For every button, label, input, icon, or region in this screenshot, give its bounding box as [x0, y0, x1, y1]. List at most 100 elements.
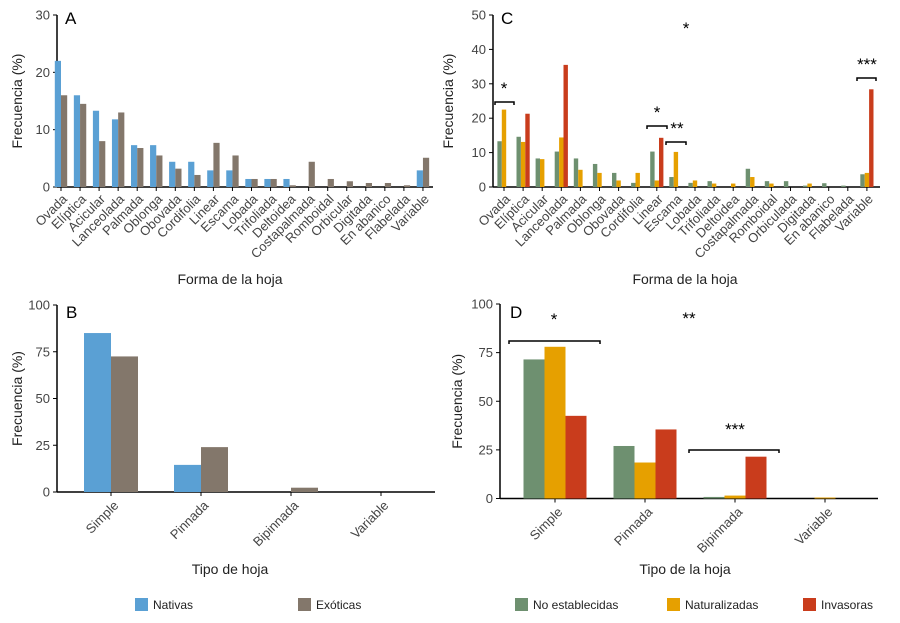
x-tick-label: Bipinnada [694, 504, 746, 556]
bar-naturalizadas [559, 137, 564, 187]
y-tick-label: 10 [472, 145, 486, 160]
bar-exoticas [365, 182, 372, 187]
bar-nativas [226, 170, 233, 187]
bar-naturalizadas [654, 180, 659, 187]
bar-no_establecidas [554, 151, 560, 187]
bar-invasoras [659, 137, 664, 187]
significance-bracket [508, 340, 601, 344]
bar-nativas [84, 333, 111, 492]
x-axis-title: Forma de la hoja [632, 271, 737, 287]
y-tick-label: 20 [472, 111, 486, 126]
legend-swatch-no_establecidas [515, 598, 528, 611]
bar-no_establecidas [860, 174, 865, 187]
legend-swatch-exoticas [298, 598, 311, 611]
y-tick-label: 40 [472, 42, 486, 57]
bar-exoticas [61, 95, 68, 187]
bar-no_establecidas [669, 177, 674, 187]
y-tick-label: 0 [43, 485, 50, 500]
bar-no_establecidas [592, 163, 598, 187]
y-tick-label: 30 [472, 76, 486, 91]
bar-naturalizadas [692, 180, 698, 187]
bar-exoticas [111, 356, 138, 492]
bar-exoticas [384, 182, 392, 187]
significance-marker: * [501, 79, 508, 98]
bar-naturalizadas [501, 109, 507, 187]
significance-bracket [665, 141, 687, 145]
bar-naturalizadas [520, 141, 526, 187]
x-tick-label: Simple [527, 504, 566, 543]
legend-swatch-nativas [135, 598, 148, 611]
y-tick-label: 20 [36, 65, 50, 80]
bar-no_establecidas [612, 172, 617, 187]
significance-marker: ** [670, 119, 684, 138]
bar-no_establecidas [783, 181, 789, 187]
y-tick-label: 75 [479, 345, 493, 360]
legend-label: Invasoras [821, 598, 873, 612]
panel-letter: A [65, 9, 77, 28]
bar-invasoras [563, 64, 568, 187]
y-tick-label: 100 [471, 297, 493, 312]
y-tick-label: 75 [36, 344, 50, 359]
x-axis-title: Tipo de la hoja [639, 561, 731, 577]
bar-exoticas [80, 103, 87, 187]
bar-invasoras [869, 89, 874, 187]
bar-no_establecidas [516, 136, 521, 187]
bar-nativas [92, 110, 100, 187]
bar-no_establecidas [703, 496, 725, 499]
significance-marker: *** [857, 55, 877, 74]
bar-no_establecidas [822, 183, 827, 187]
bar-naturalizadas [807, 183, 812, 187]
y-tick-label: 50 [479, 394, 493, 409]
x-tick-label: Pinnada [167, 497, 212, 542]
panel-letter: D [510, 303, 522, 322]
legend-label: Naturalizadas [685, 598, 758, 612]
y-tick-label: 100 [28, 298, 50, 313]
bar-nativas [169, 161, 176, 187]
bar-exoticas [270, 178, 277, 187]
significance-marker: *** [725, 420, 745, 439]
y-tick-label: 0 [486, 491, 493, 506]
bar-naturalizadas [814, 497, 836, 499]
bar-naturalizadas [578, 169, 583, 187]
x-axis-title: Forma de la hoja [177, 271, 282, 287]
bar-exoticas [422, 157, 430, 187]
y-tick-label: 30 [36, 8, 50, 23]
bar-nativas [245, 178, 252, 187]
bar-naturalizadas [544, 346, 566, 499]
bar-naturalizadas [616, 180, 621, 187]
significance-bracket [688, 449, 780, 453]
bar-no_establecidas [764, 181, 770, 187]
y-axis-title: Frecuencia (%) [9, 351, 25, 446]
bar-naturalizadas [750, 177, 755, 187]
y-axis-title: Frecuencia (%) [449, 354, 465, 449]
bar-invasoras [745, 456, 767, 499]
bar-exoticas [289, 185, 296, 187]
bar-nativas [131, 145, 138, 187]
bar-no_establecidas [803, 185, 808, 187]
bar-naturalizadas [864, 172, 870, 187]
bar-nativas [264, 178, 271, 187]
bar-no_establecidas [631, 182, 636, 187]
bar-naturalizadas [635, 172, 640, 187]
bar-no_establecidas [650, 151, 655, 187]
y-tick-label: 25 [36, 438, 50, 453]
bar-exoticas [403, 185, 411, 187]
legend-swatch-naturalizadas [667, 598, 680, 611]
significance-bracket [856, 77, 877, 81]
bar-nativas [283, 178, 290, 187]
bar-exoticas [327, 178, 334, 187]
bar-exoticas [194, 174, 201, 187]
y-axis-title: Frecuencia (%) [440, 54, 456, 149]
y-tick-label: 10 [36, 122, 50, 137]
x-tick-label: Pinnada [611, 504, 656, 549]
y-tick-label: 0 [479, 180, 486, 195]
bar-naturalizadas [634, 462, 656, 499]
significance-bracket [494, 101, 515, 105]
y-axis-title: Frecuencia (%) [9, 54, 25, 149]
y-tick-label: 50 [36, 391, 50, 406]
bar-nativas [416, 170, 423, 187]
bar-nativas [73, 95, 81, 187]
bar-no_establecidas [688, 182, 693, 187]
significance-marker: * [551, 310, 558, 329]
